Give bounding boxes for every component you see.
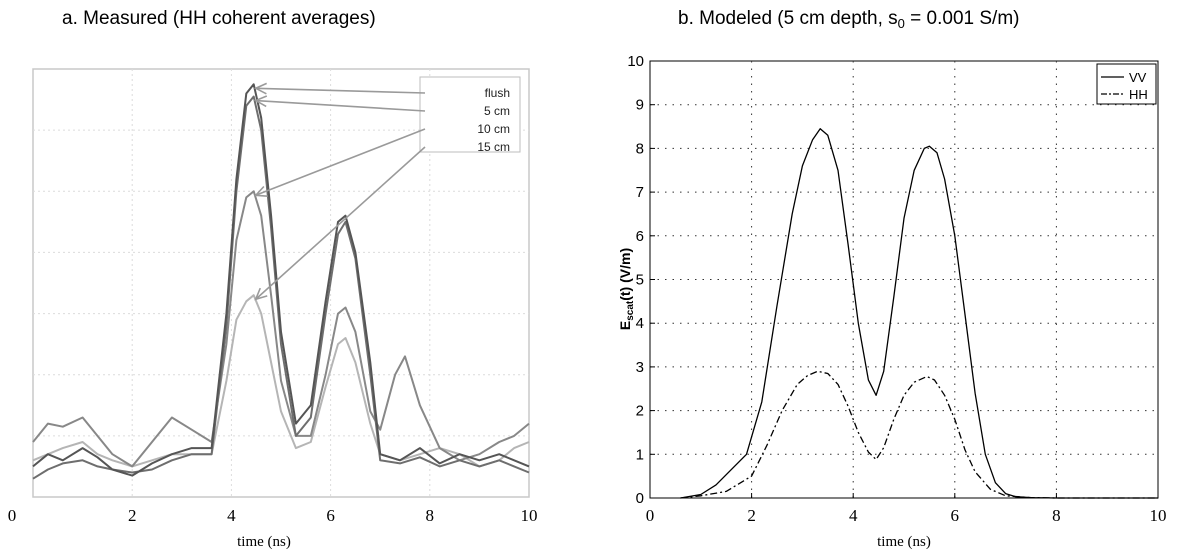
- panel-b-y-tick-label: 7: [636, 184, 644, 201]
- panel-b-y-tick-label: 9: [636, 97, 644, 114]
- panel-a-legend-label: 10 cm: [477, 122, 510, 136]
- panel-b-y-tick-label: 8: [636, 140, 644, 157]
- panel-b-y-tick-label: 1: [636, 446, 644, 463]
- panel-b-y-label-sub: scat: [625, 300, 636, 321]
- panel-a-title: a. Measured (HH coherent averages): [62, 8, 376, 29]
- panel-b-title-sub: 0: [898, 16, 905, 31]
- panel-a-legend-label: flush: [485, 86, 510, 100]
- panel-b-title: b. Modeled (5 cm depth, s0 = 0.001 S/m): [678, 8, 1020, 31]
- panel-b: b. Modeled (5 cm depth, s0 = 0.001 S/m) …: [617, 8, 1167, 550]
- panel-a-x-tick-label: 6: [326, 506, 335, 525]
- panel-b-y-tick-label: 3: [636, 359, 644, 376]
- panel-b-y-label-tail: (t) (V/m): [617, 248, 633, 301]
- panel-b-y-tick-label: 2: [636, 403, 644, 420]
- panel-b-x-tick-label: 0: [646, 506, 655, 525]
- panel-b-legend-label: HH: [1129, 87, 1148, 102]
- panel-b-y-tick-label: 10: [627, 53, 644, 70]
- panel-b-x-tick-label: 2: [747, 506, 756, 525]
- panel-b-y-axis-label: Escat(t) (V/m): [617, 248, 636, 330]
- panel-b-legend-label: VV: [1129, 70, 1147, 85]
- panel-a: a. Measured (HH coherent averages) 0 2 4 6 8…: [8, 8, 538, 550]
- panel-a-x-tick-label: 2: [128, 506, 137, 525]
- panel-b-x-tick-labels: 0 2 4 6 8 10: [646, 506, 1167, 525]
- panel-a-x-axis-label: time (ns): [237, 534, 291, 550]
- panel-a-legend-label: 5 cm: [484, 104, 510, 118]
- panel-b-x-axis-label: time (ns): [877, 534, 931, 550]
- panel-b-x-tick-label: 4: [849, 506, 858, 525]
- panel-b-y-tick-label: 0: [636, 490, 644, 507]
- panel-b-x-tick-label: 10: [1150, 506, 1167, 525]
- panel-a-x-tick-label: 8: [426, 506, 435, 525]
- panel-b-y-tick-label: 4: [636, 315, 644, 332]
- panel-b-title-main: b. Modeled (5 cm depth, s: [678, 8, 898, 29]
- panel-b-title-tail: = 0.001 S/m): [905, 8, 1020, 29]
- panel-a-x-tick-labels: 0 2 4 6 8 10: [8, 506, 538, 525]
- panel-b-y-label-main: E: [617, 321, 633, 330]
- panel-a-x-tick-label: 10: [521, 506, 538, 525]
- panel-b-x-tick-label: 8: [1052, 506, 1061, 525]
- panel-a-x-tick-label: 4: [227, 506, 236, 525]
- panel-b-x-tick-label: 6: [951, 506, 960, 525]
- panel-a-x-tick-label: 0: [8, 506, 17, 525]
- panel-b-y-tick-label: 6: [636, 228, 644, 245]
- panel-b-y-tick-label: 5: [636, 272, 644, 289]
- panel-a-legend-label: 15 cm: [477, 140, 510, 154]
